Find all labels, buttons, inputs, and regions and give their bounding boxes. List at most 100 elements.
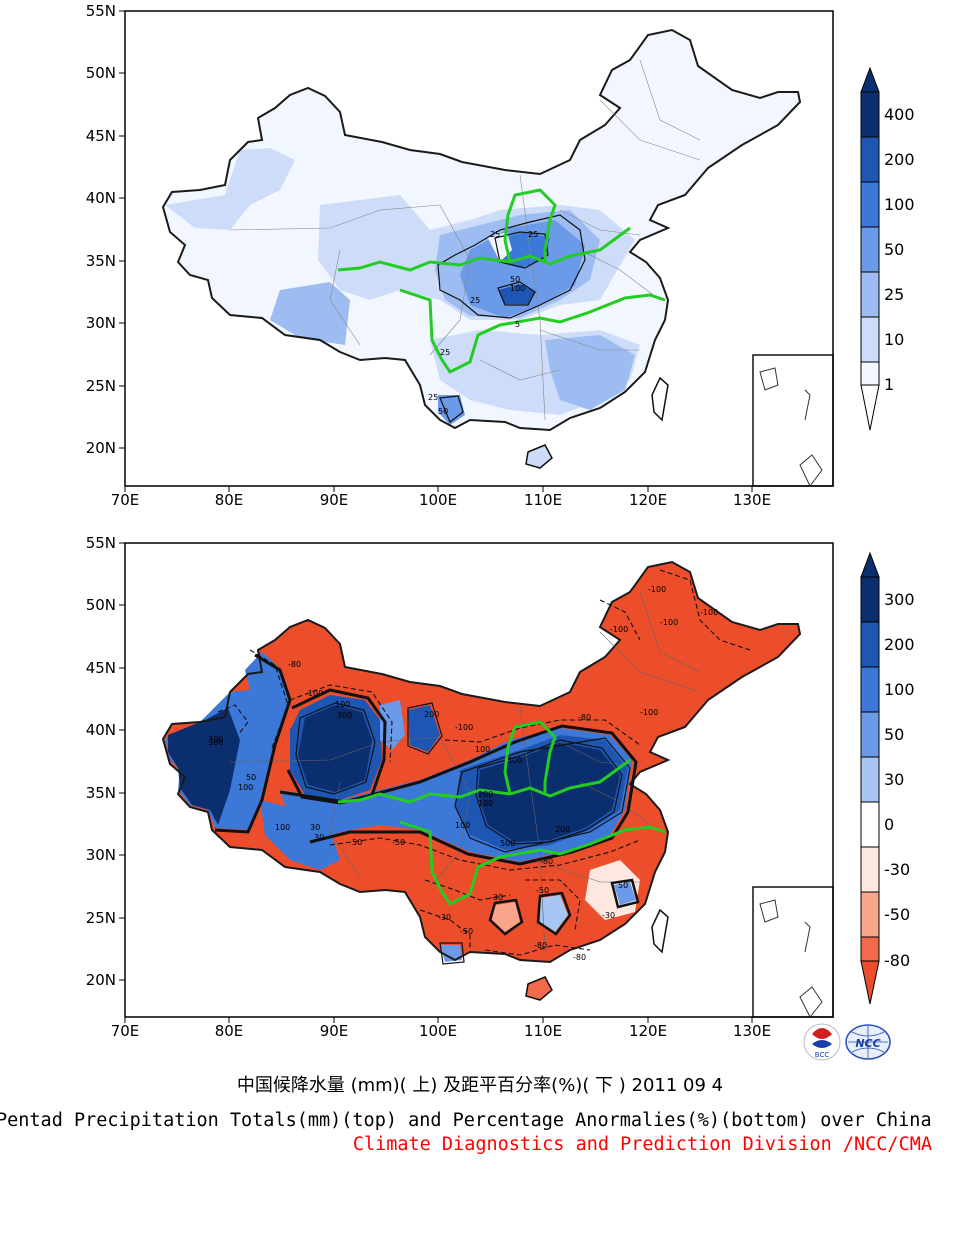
contour-label: 100 xyxy=(475,745,490,754)
contour-label: -100 xyxy=(660,618,678,627)
bottom-contour-labels: -100 -100 -100 -100 -80 -100 300 300 100… xyxy=(208,585,718,962)
top-ticks xyxy=(119,10,753,492)
lat-label: 55N xyxy=(86,2,116,20)
ncc-logo-text: NCC xyxy=(855,1037,880,1050)
colorbar-label: 100 xyxy=(884,680,915,699)
contour-label: 100 xyxy=(455,821,470,830)
contour-label: 500 xyxy=(500,839,515,848)
contour-label: 5 xyxy=(515,320,520,329)
top-lat-labels: 55N 50N 45N 40N 35N 30N 25N 20N xyxy=(86,2,116,457)
colorbar-label: 1 xyxy=(884,375,894,394)
colorbar-label: 300 xyxy=(884,590,915,609)
top-colorbar: 400 200 100 50 25 10 1 xyxy=(860,66,915,431)
lat-label: 30N xyxy=(86,314,116,332)
contour-label: -100 xyxy=(610,625,628,634)
colorbar-label: -80 xyxy=(884,951,910,970)
contour-label: 25 xyxy=(428,393,438,402)
lat-label: 45N xyxy=(86,127,116,145)
bottom-colorbar: 300 200 100 50 30 0 -30 -50 -80 xyxy=(860,551,915,1005)
bottom-lon-labels: 70E 80E 90E 100E 110E 120E 130E xyxy=(111,1022,771,1040)
contour-label: -100 xyxy=(455,723,473,732)
title-english: Pentad Precipitation Totals(mm)(top) and… xyxy=(0,1110,932,1131)
lat-label: 40N xyxy=(86,189,116,207)
taiwan-island xyxy=(651,908,669,954)
contour-label: -80 xyxy=(288,660,301,669)
contour-label: 50 xyxy=(352,838,362,847)
title-division: Climate Diagnostics and Prediction Divis… xyxy=(352,1134,932,1155)
top-rivers xyxy=(337,188,666,374)
colorbar-label: 200 xyxy=(884,150,915,169)
lon-label: 100E xyxy=(419,491,457,509)
contour-label: 50 xyxy=(618,881,628,890)
contour-label: -80 xyxy=(540,857,553,866)
contour-label: 200 xyxy=(424,710,439,719)
top-inset-map xyxy=(752,354,834,487)
contour-label: 200 xyxy=(555,825,570,834)
contour-label: -100 xyxy=(648,585,666,594)
colorbar-label: -30 xyxy=(884,860,910,879)
lon-label: 90E xyxy=(320,1022,349,1040)
bottom-anomaly-fill xyxy=(165,652,640,962)
colorbar-label: 400 xyxy=(884,105,915,124)
colorbar-label: 200 xyxy=(884,635,915,654)
contour-label: 50 xyxy=(510,275,520,284)
lon-label: 130E xyxy=(733,1022,771,1040)
lon-label: 80E xyxy=(215,491,244,509)
lat-label: 50N xyxy=(86,64,116,82)
contour-label: 100 xyxy=(238,783,253,792)
bottom-rivers xyxy=(337,720,666,906)
contour-label: 30 xyxy=(314,833,324,842)
lat-label: 25N xyxy=(86,909,116,927)
lat-label: 35N xyxy=(86,252,116,270)
bottom-lat-labels: 55N 50N 45N 40N 35N 30N 25N 20N xyxy=(86,534,116,989)
contour-label: -100 xyxy=(700,608,718,617)
contour-label: -100 xyxy=(305,689,323,698)
colorbar-label: -50 xyxy=(884,905,910,924)
contour-label: 300 xyxy=(208,738,223,747)
lon-label: 120E xyxy=(629,491,667,509)
colorbar-label: 0 xyxy=(884,815,894,834)
lon-label: 80E xyxy=(215,1022,244,1040)
lat-label: 35N xyxy=(86,784,116,802)
colorbar-label: 25 xyxy=(884,285,904,304)
lon-label: 110E xyxy=(524,491,562,509)
contour-label: -100 xyxy=(640,708,658,717)
lon-label: 110E xyxy=(524,1022,562,1040)
contour-label: 25 xyxy=(528,230,538,239)
contour-label: 100 xyxy=(275,823,290,832)
lon-label: 120E xyxy=(629,1022,667,1040)
contour-label: 30 xyxy=(310,823,320,832)
top-precip-map: 25 25 50 100 25 5 25 50 25 55N 50N 45N 4… xyxy=(86,2,915,509)
colorbar-label: 50 xyxy=(884,240,904,259)
lon-label: 130E xyxy=(733,491,771,509)
bottom-contours xyxy=(214,653,640,965)
contour-label: -50 xyxy=(460,927,473,936)
contour-label: 100 xyxy=(478,799,493,808)
contour-label: 100 xyxy=(335,700,350,709)
bottom-province-lines xyxy=(229,591,701,953)
bottom-inset-map xyxy=(752,886,834,1018)
bottom-ticks xyxy=(119,542,753,1023)
top-contour-labels: 25 25 50 100 25 5 25 50 25 xyxy=(428,230,538,416)
lat-label: 25N xyxy=(86,377,116,395)
contour-label: 300 xyxy=(507,756,522,765)
contour-label: 200 xyxy=(478,790,493,799)
lon-label: 70E xyxy=(111,1022,140,1040)
contour-label: 50 xyxy=(438,407,448,416)
ncc-logo: NCC xyxy=(845,1024,891,1060)
contour-label: -80 xyxy=(573,953,586,962)
lat-label: 45N xyxy=(86,659,116,677)
title-chinese: 中国候降水量 (mm)( 上) 及距平百分率(%)( 下 ) 2011 09 4 xyxy=(236,1075,724,1096)
contour-label: -80 xyxy=(534,941,547,950)
colorbar-label: 50 xyxy=(884,725,904,744)
top-precip-fill xyxy=(165,148,640,425)
colorbar-label: 30 xyxy=(884,770,904,789)
contour-label: -50 xyxy=(392,838,405,847)
lat-label: 50N xyxy=(86,596,116,614)
contour-label: -30 xyxy=(602,911,615,920)
contour-label: 25 xyxy=(470,296,480,305)
contour-label: 300 xyxy=(208,735,223,744)
bottom-anomaly-map: -100 -100 -100 -100 -80 -100 300 300 100… xyxy=(86,534,915,1040)
top-province-lines xyxy=(229,59,701,421)
